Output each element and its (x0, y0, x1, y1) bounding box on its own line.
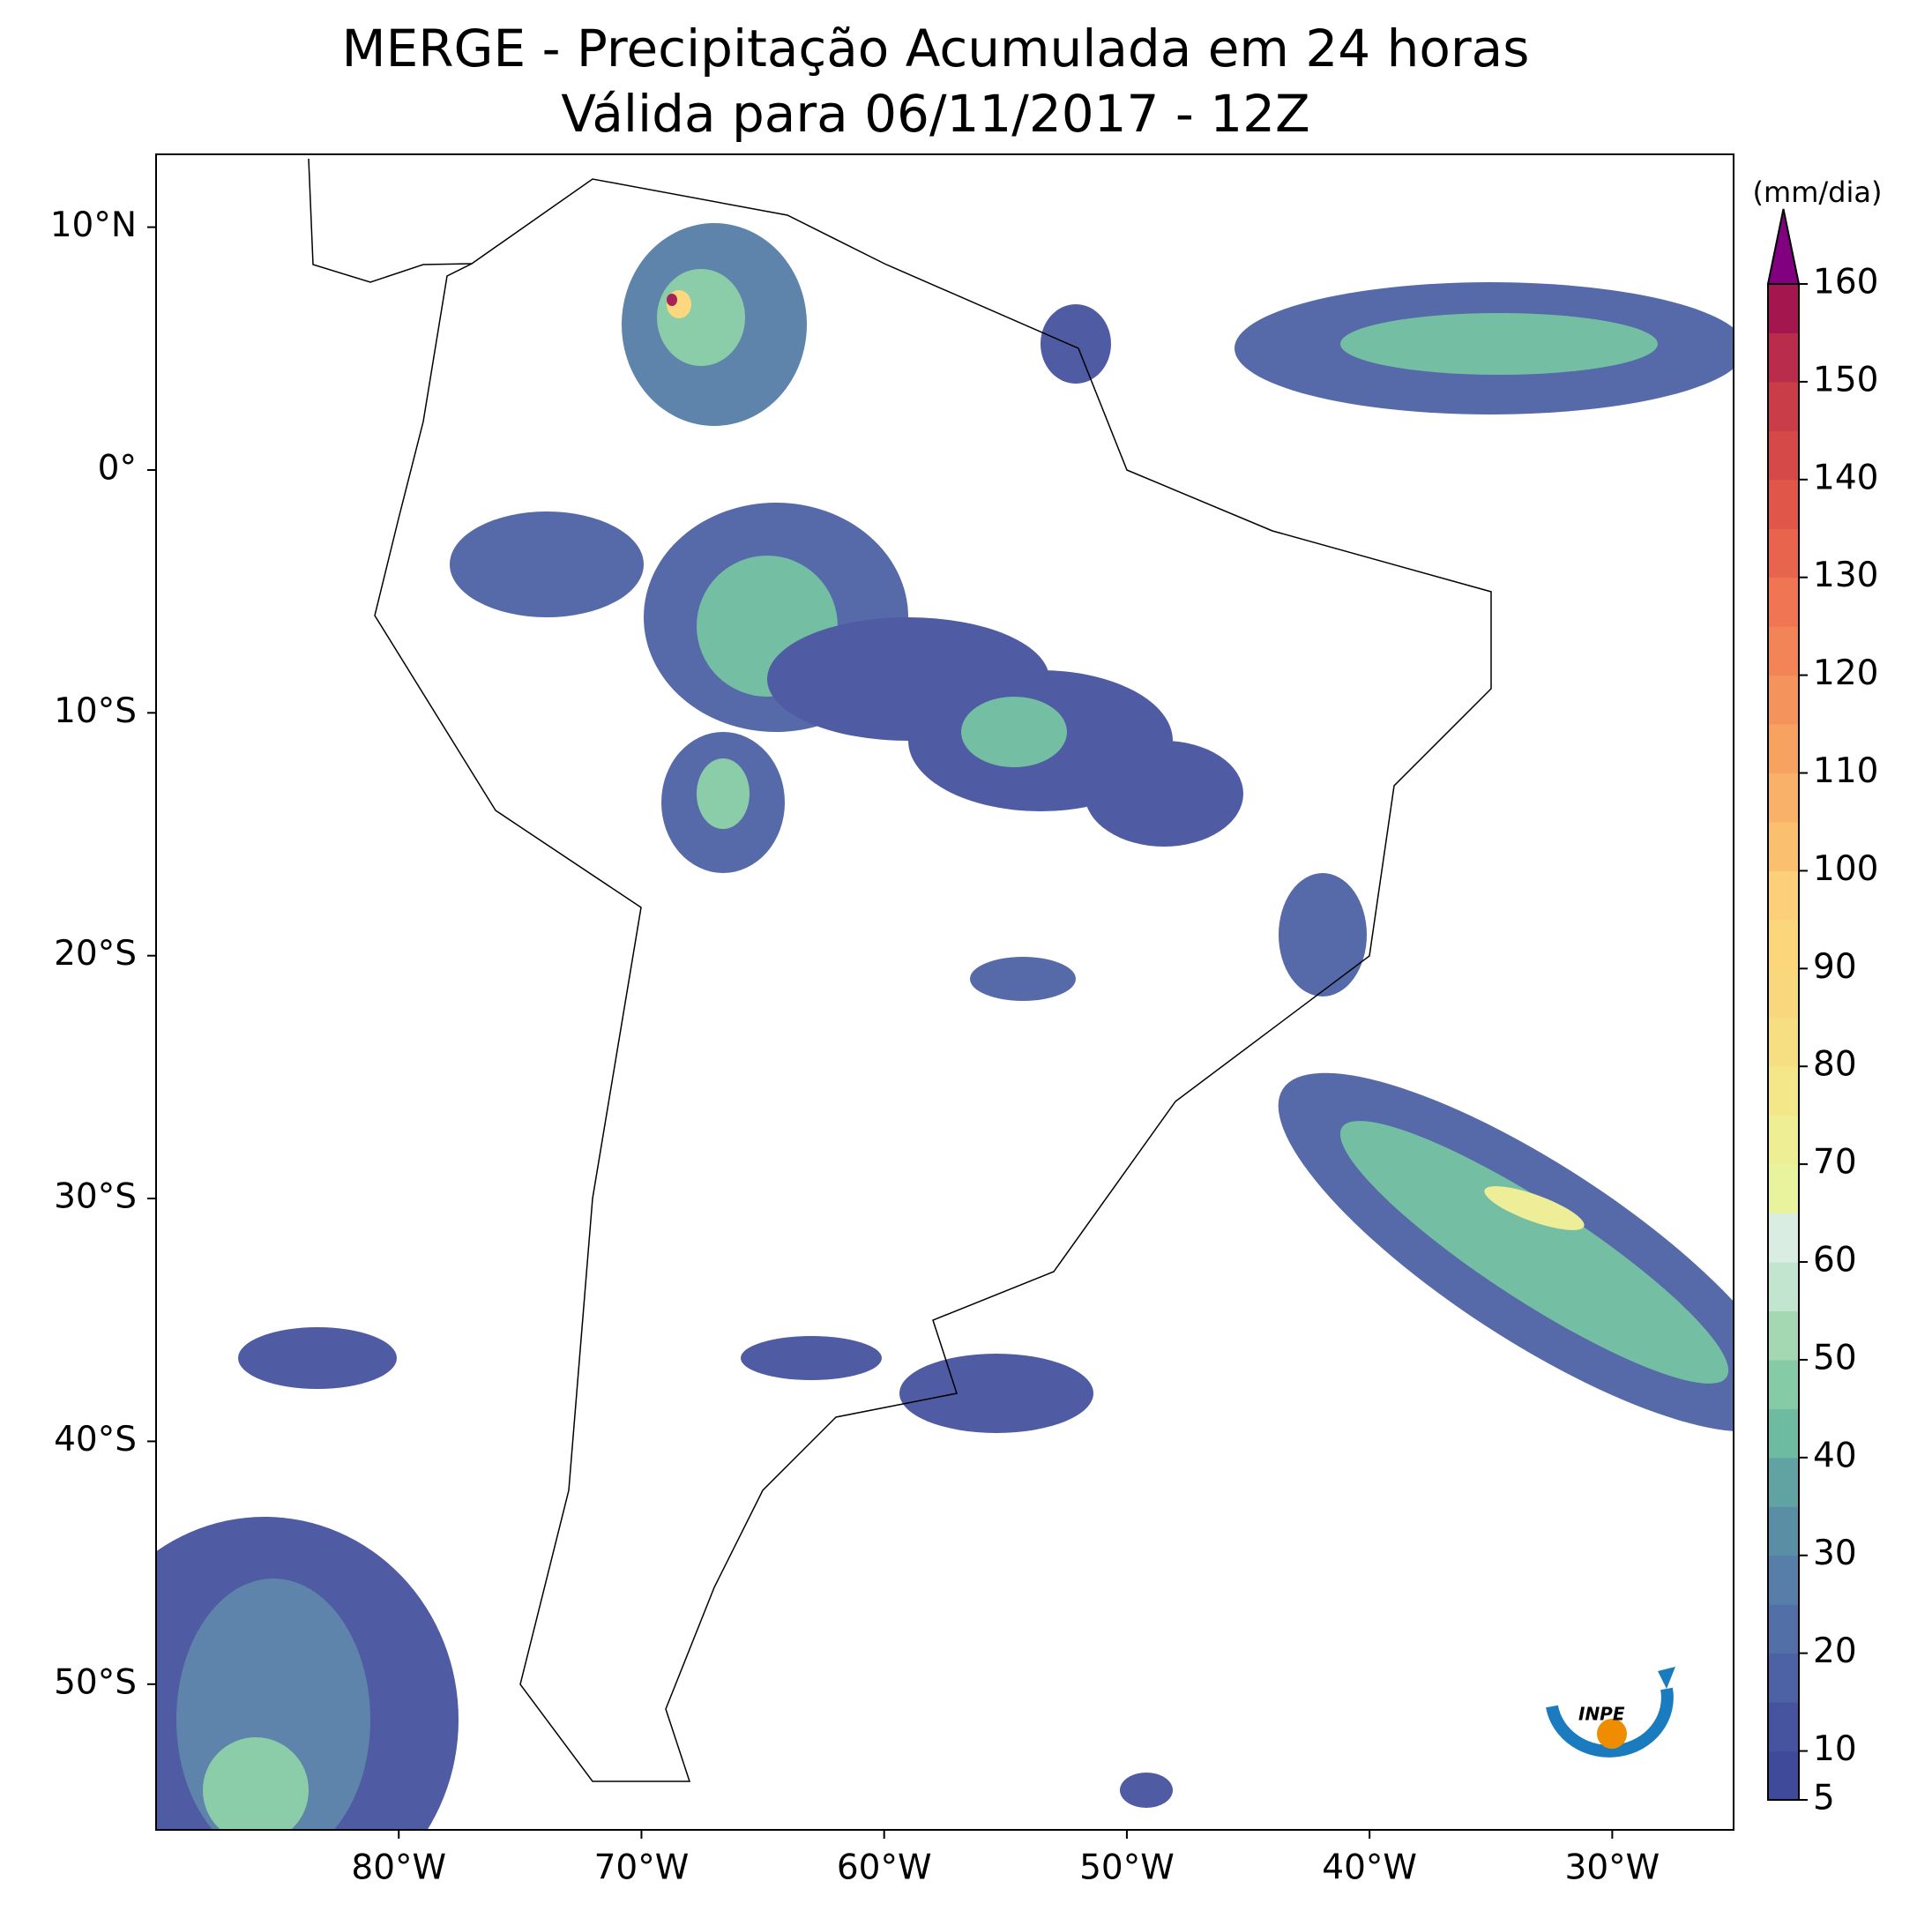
colorbar-tick-label: 20 (1813, 1631, 1857, 1671)
x-tick-label: 40°W (1322, 1848, 1417, 1888)
map-subtitle: Válida para 06/11/2017 - 12Z (561, 84, 1310, 144)
colorbar-tick-label: 130 (1813, 556, 1878, 595)
colorbar-tick-label: 150 (1813, 360, 1878, 399)
colorbar-tick-label: 70 (1813, 1143, 1857, 1183)
map-area (156, 158, 1734, 1830)
colorbar-band (1768, 1115, 1799, 1165)
colorbar-tick-label: 80 (1813, 1045, 1857, 1085)
colorbar: 5 10 20 30 40 50 60 70 80 90 100 110 120 130 140 150 160 (1766, 208, 1878, 1818)
colorbar-tick-label: 90 (1813, 947, 1857, 987)
colorbar-tick-label: 60 (1813, 1241, 1857, 1280)
colorbar-band (1768, 381, 1799, 431)
colorbar-band (1768, 1262, 1799, 1311)
colorbar-band (1768, 919, 1799, 969)
colorbar-band (1768, 1359, 1799, 1409)
colorbar-band (1768, 1213, 1799, 1263)
colorbar-band (1768, 332, 1799, 383)
x-tick-label: 70°W (594, 1848, 690, 1888)
colorbar-tick-label: 30 (1813, 1534, 1857, 1573)
colorbar-band (1768, 1702, 1799, 1752)
colorbar-band (1768, 1555, 1799, 1605)
x-tick-label: 80°W (351, 1848, 446, 1888)
colorbar-frame (1767, 283, 1800, 1801)
colorbar-band (1768, 1506, 1799, 1556)
colorbar-tick-label: 160 (1813, 263, 1878, 302)
colorbar-band (1768, 1408, 1799, 1459)
colorbar-tick-label: 40 (1813, 1436, 1857, 1475)
central-america-outline (308, 158, 473, 283)
axes: 80°W 70°W 60°W 50°W 40°W 30°W 10°N 0° 10°S 20°S 30… (50, 205, 1660, 1887)
colorbar-band (1768, 968, 1799, 1019)
colorbar-band (1768, 430, 1799, 481)
colorbar-band (1768, 1310, 1799, 1361)
y-tick-label: 20°S (54, 934, 137, 974)
colorbar-tick-label: 120 (1813, 653, 1878, 693)
colorbar-band (1768, 284, 1799, 333)
x-tick-label: 50°W (1079, 1848, 1175, 1888)
precipitation-fields (156, 223, 1734, 1830)
colorbar-tick-label: 140 (1813, 458, 1878, 497)
logo-text: INPE (1578, 1704, 1625, 1725)
colorbar-tick-label: 110 (1813, 751, 1878, 791)
colorbar-band (1768, 1604, 1799, 1654)
y-tick-label: 30°S (54, 1177, 137, 1217)
y-tick-label: 40°S (54, 1420, 137, 1459)
colorbar-band (1768, 479, 1799, 529)
inpe-logo: INPE (1546, 1667, 1675, 1758)
map-frame (155, 153, 1734, 1831)
south-america-outline (374, 178, 1492, 1782)
colorbar-band (1768, 626, 1799, 676)
colorbar-band (1768, 1457, 1799, 1507)
colorbar-band (1768, 1164, 1799, 1214)
y-tick-label: 10°S (54, 691, 137, 731)
colorbar-band (1768, 1066, 1799, 1116)
colorbar-tick-label: 100 (1813, 849, 1878, 889)
colorbar-band (1768, 528, 1799, 579)
colorbar-tick-label: 50 (1813, 1338, 1857, 1377)
x-tick-label: 30°W (1565, 1848, 1660, 1888)
colorbar-band (1768, 821, 1799, 871)
colorbar-band (1768, 1751, 1799, 1801)
y-tick-label: 0° (98, 448, 137, 488)
colorbar-band (1768, 724, 1799, 774)
colorbar-band (1768, 773, 1799, 823)
colorbar-band (1768, 675, 1799, 725)
colorbar-band (1768, 1017, 1799, 1067)
colorbar-tick-label: 10 (1813, 1729, 1857, 1769)
colorbar-extend (1766, 208, 1801, 285)
colorbar-band (1768, 577, 1799, 627)
colorbar-label: (mm/dia) (1753, 175, 1883, 209)
map-title: MERGE - Precipitação Acumulada em 24 hor… (342, 19, 1530, 78)
colorbar-band (1768, 1653, 1799, 1703)
x-tick-label: 60°W (837, 1848, 932, 1888)
y-tick-label: 10°N (50, 205, 137, 245)
colorbar-tick-label: 5 (1813, 1779, 1835, 1818)
y-tick-label: 50°S (54, 1662, 137, 1702)
colorbar-band (1768, 870, 1799, 921)
